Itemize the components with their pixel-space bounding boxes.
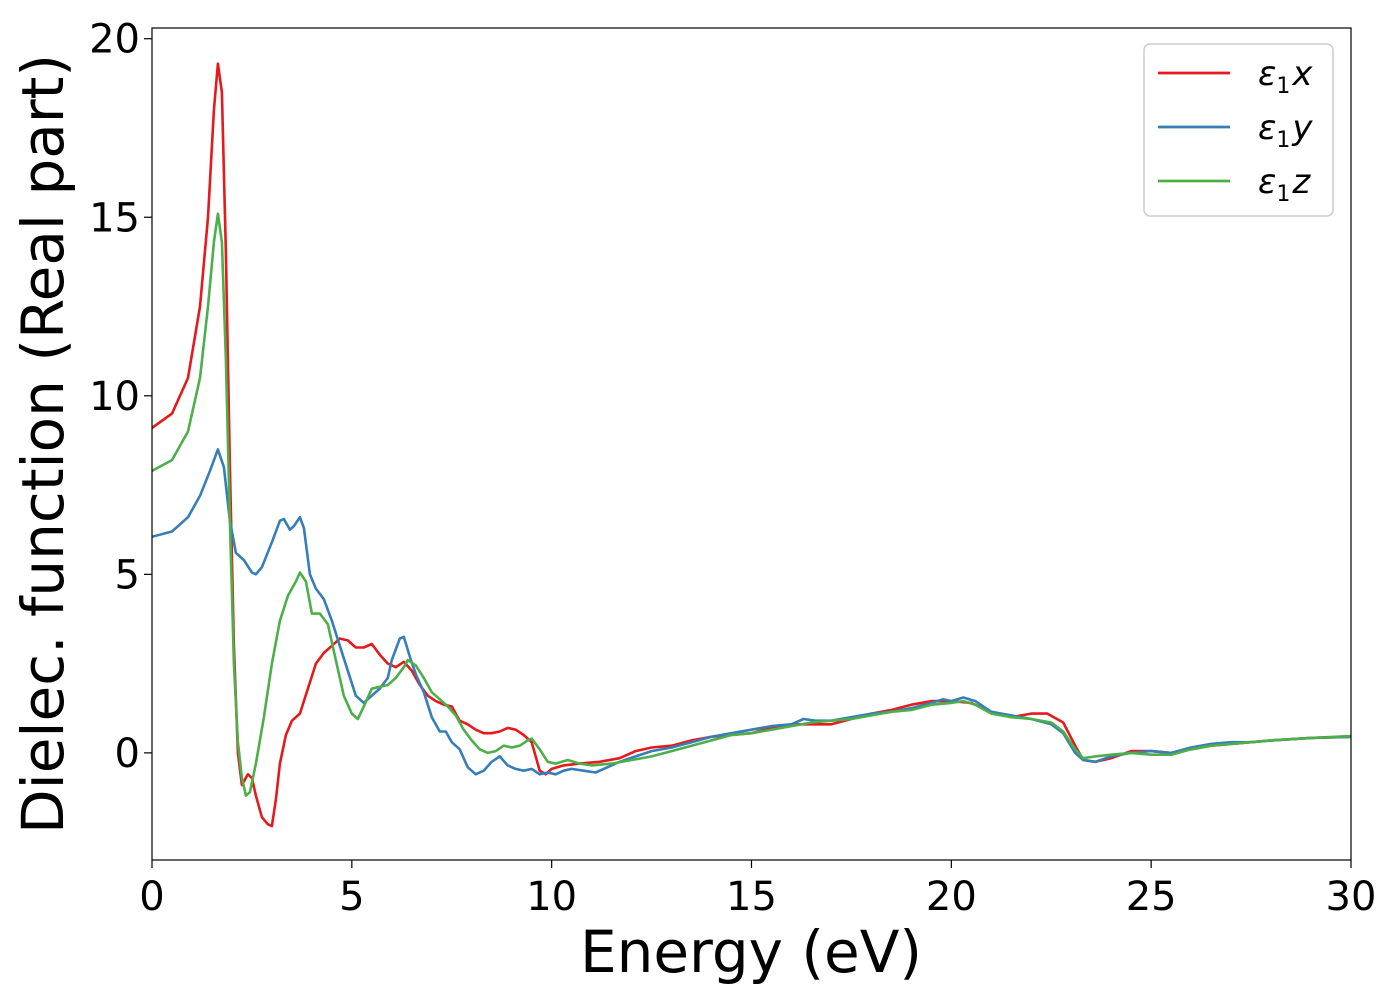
- legend-variable: y: [1291, 108, 1313, 148]
- y-tick-label: 5: [115, 552, 140, 598]
- legend-symbol: ε: [1258, 108, 1276, 148]
- x-tick-label: 0: [139, 874, 164, 920]
- x-tick-label: 15: [726, 874, 777, 920]
- legend-symbol: ε: [1258, 162, 1276, 202]
- x-tick-label: 20: [926, 874, 977, 920]
- legend-variable: z: [1291, 162, 1311, 202]
- y-axis-label: Dielec. function (Real part): [9, 54, 77, 834]
- x-axis-label: Energy (eV): [580, 918, 922, 986]
- legend-label-z: ε1z: [1258, 162, 1311, 207]
- legend-label-x: ε1x: [1258, 54, 1313, 99]
- legend-subscript: 1: [1276, 74, 1290, 99]
- y-axis-ticks: 0 5 10 15 20: [89, 17, 152, 777]
- legend-subscript: 1: [1276, 182, 1290, 207]
- y-tick-label: 10: [89, 374, 140, 420]
- x-tick-label: 10: [526, 874, 577, 920]
- x-tick-label: 5: [339, 874, 364, 920]
- y-tick-label: 20: [89, 17, 140, 63]
- x-tick-label: 30: [1326, 874, 1377, 920]
- x-axis-ticks: 0 5 10 15 20 25 30: [139, 860, 1376, 920]
- series-layer: [152, 62, 1351, 828]
- legend-box: [1143, 43, 1334, 217]
- legend-variable: x: [1291, 54, 1313, 94]
- y-tick-label: 0: [115, 731, 140, 777]
- series-line-z: [152, 212, 1351, 797]
- x-tick-label: 25: [1126, 874, 1177, 920]
- legend-label-y: ε1y: [1258, 108, 1313, 153]
- legend-symbol: ε: [1258, 54, 1276, 94]
- legend-subscript: 1: [1276, 128, 1290, 153]
- y-tick-label: 15: [89, 195, 140, 241]
- series-line-x: [152, 62, 1351, 828]
